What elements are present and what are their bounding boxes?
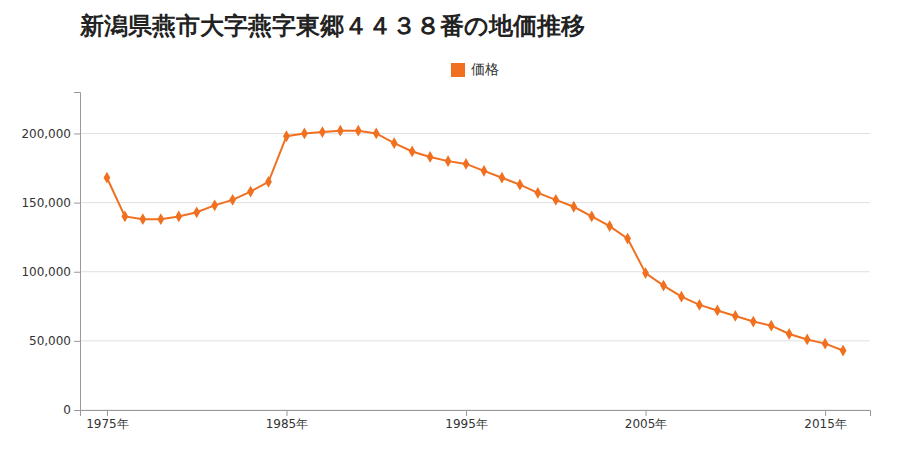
marker xyxy=(804,334,811,346)
marker xyxy=(534,187,541,199)
x-axis-tick-mark xyxy=(466,410,467,416)
marker xyxy=(624,233,631,245)
marker xyxy=(499,172,506,184)
y-axis-tick-label: 50,000 xyxy=(29,334,71,348)
y-axis-tick-mark xyxy=(74,133,80,134)
y-axis: 0 50,000 100,000 150,000 200,000 xyxy=(21,93,80,418)
grid-line xyxy=(80,271,870,272)
marker xyxy=(732,310,739,322)
x-axis-tick-mark xyxy=(646,410,647,416)
x-axis-tick-mark xyxy=(107,410,108,416)
x-axis: 1975年 1985年 1995年 2005年 2015年 xyxy=(81,410,871,431)
marker xyxy=(175,211,182,223)
marker xyxy=(409,146,416,158)
marker xyxy=(427,151,434,163)
y-axis-tick-label: 100,000 xyxy=(21,265,71,279)
grid-line xyxy=(80,202,870,203)
y-axis-tick-mark xyxy=(74,203,80,204)
grid-line xyxy=(80,340,870,341)
x-axis-tick: 2005年 xyxy=(625,410,668,431)
marker xyxy=(678,291,685,303)
marker xyxy=(570,201,577,213)
marker xyxy=(445,155,452,167)
marker xyxy=(301,128,308,140)
x-axis-tick: 2015年 xyxy=(804,410,847,431)
marker xyxy=(481,165,488,177)
marker xyxy=(768,320,775,332)
marker xyxy=(373,128,380,140)
marker xyxy=(391,137,398,149)
y-axis-line xyxy=(74,93,81,411)
marker xyxy=(696,299,703,311)
marker xyxy=(211,199,218,211)
x-axis-tick-label: 2015年 xyxy=(804,417,847,431)
y-axis-tick-label: 150,000 xyxy=(21,196,71,210)
legend-swatch xyxy=(451,63,465,77)
x-axis-line xyxy=(81,411,871,417)
series-group xyxy=(104,125,847,357)
marker xyxy=(193,206,200,218)
x-axis-tick: 1975年 xyxy=(86,410,129,431)
grid xyxy=(80,133,870,410)
marker xyxy=(840,345,847,357)
marker xyxy=(642,267,649,279)
marker xyxy=(157,213,164,225)
x-axis-tick-mark xyxy=(286,410,287,416)
y-axis-tick: 200,000 xyxy=(21,127,80,141)
y-axis-tick-mark xyxy=(74,272,80,273)
marker xyxy=(588,211,595,223)
marker xyxy=(463,158,470,170)
marker xyxy=(786,328,793,340)
x-axis-tick-label: 2005年 xyxy=(625,417,668,431)
y-axis-tick-mark xyxy=(74,341,80,342)
legend-item: 価格 xyxy=(451,61,499,77)
marker xyxy=(606,220,613,232)
marker xyxy=(337,125,344,137)
marker xyxy=(552,194,559,206)
x-axis-tick: 1985年 xyxy=(266,410,309,431)
legend: 価格 xyxy=(451,61,499,77)
y-axis-tick: 50,000 xyxy=(29,334,80,348)
title: 新潟県燕市大字燕字東郷４４３８番の地価推移 xyxy=(79,12,585,40)
marker xyxy=(139,213,146,225)
marker xyxy=(750,316,757,328)
y-axis-tick-label: 200,000 xyxy=(21,127,71,141)
plot-area: 1975年 1985年 1995年 2005年 2015年 0 50,000 100,000 1… xyxy=(21,93,870,431)
legend-label: 価格 xyxy=(471,61,499,77)
marker xyxy=(247,186,254,198)
y-axis-tick: 150,000 xyxy=(21,196,80,210)
y-axis-tick: 0 xyxy=(63,403,80,417)
x-axis-tick-mark xyxy=(825,410,826,416)
marker xyxy=(516,179,523,191)
chart: 1975年 1985年 1995年 2005年 2015年 0 50,000 100,000 1… xyxy=(0,0,900,450)
marker xyxy=(121,211,128,223)
marker xyxy=(714,305,721,317)
marker xyxy=(660,280,667,292)
marker xyxy=(283,130,290,142)
x-axis-tick-label: 1985年 xyxy=(266,417,309,431)
line xyxy=(107,131,843,351)
marker xyxy=(319,126,326,138)
marker xyxy=(229,194,236,206)
marker xyxy=(355,125,362,137)
x-axis-tick-label: 1995年 xyxy=(445,417,488,431)
marker xyxy=(822,338,829,350)
y-axis-tick: 100,000 xyxy=(21,265,80,279)
x-axis-tick-label: 1975年 xyxy=(86,417,129,431)
marker xyxy=(265,176,272,188)
marker xyxy=(104,172,111,184)
x-axis-tick: 1995年 xyxy=(445,410,488,431)
grid-line xyxy=(80,133,870,134)
y-axis-tick-label: 0 xyxy=(63,403,71,417)
y-axis-tick-mark xyxy=(74,410,80,411)
